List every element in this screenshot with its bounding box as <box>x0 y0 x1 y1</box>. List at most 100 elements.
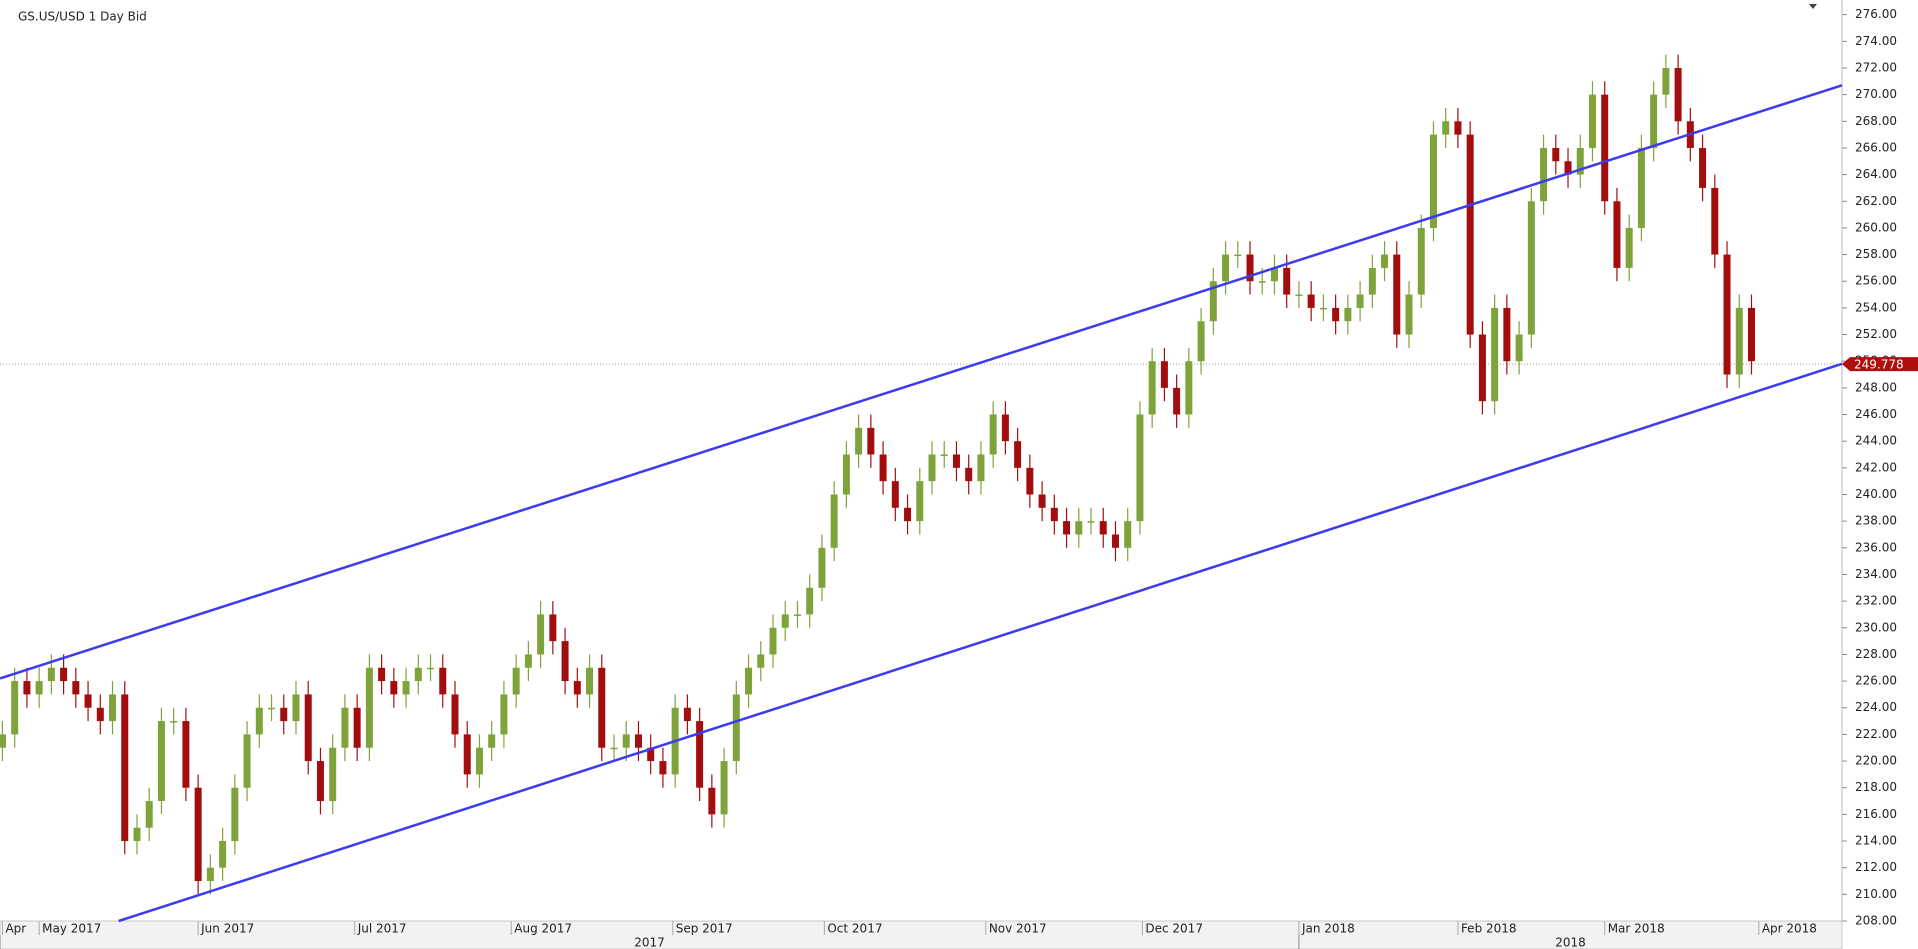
y-tick-label: 254.00 <box>1855 300 1897 314</box>
candle-body <box>708 787 716 815</box>
candle-body <box>488 734 496 748</box>
candle-body <box>818 547 826 588</box>
candle-body <box>182 721 190 788</box>
candle-body <box>1344 307 1352 322</box>
candle-body <box>341 707 349 748</box>
candle-body <box>1527 201 1535 335</box>
y-tick-label: 258.00 <box>1855 247 1897 261</box>
y-tick-label: 260.00 <box>1855 220 1897 234</box>
candle-body <box>304 694 312 762</box>
candle-body <box>1258 281 1266 283</box>
candle-body <box>1466 134 1474 335</box>
y-tick-label: 220.00 <box>1855 754 1897 768</box>
y-tick-label: 272.00 <box>1855 60 1897 74</box>
candle-body <box>1038 494 1046 508</box>
candle-body <box>977 454 985 482</box>
candle-body <box>1674 67 1682 122</box>
y-tick-label: 232.00 <box>1855 594 1897 608</box>
y-tick-label: 262.00 <box>1855 194 1897 208</box>
y-tick-label: 252.00 <box>1855 327 1897 341</box>
menu-arrow[interactable] <box>1809 4 1817 9</box>
candle-body <box>1014 441 1022 468</box>
candle-body <box>1136 414 1144 522</box>
candle-body <box>1564 161 1572 175</box>
candle-body <box>255 707 263 735</box>
trendline <box>118 362 1843 923</box>
candle-body <box>35 681 43 695</box>
candle-body <box>1087 521 1095 523</box>
candle-body <box>1381 254 1389 268</box>
candle-body <box>916 481 924 522</box>
candle-body <box>60 667 68 682</box>
candle-body <box>769 627 777 655</box>
y-tick-label: 268.00 <box>1855 114 1897 128</box>
candle-body <box>1050 507 1058 522</box>
candle-body <box>757 654 765 668</box>
y-tick-label: 276.00 <box>1855 7 1897 21</box>
y-tick-label: 248.00 <box>1855 380 1897 394</box>
candle-body <box>390 681 398 695</box>
candle-body <box>647 747 655 762</box>
candle-body <box>353 707 361 748</box>
x-tick-label: Apr <box>5 922 26 936</box>
y-tick-label: 240.00 <box>1855 487 1897 501</box>
y-tick-label: 264.00 <box>1855 167 1897 181</box>
candle-body <box>475 747 483 775</box>
x-tick-label: Sep 2017 <box>676 922 733 936</box>
candle-body <box>793 614 801 616</box>
candle-body <box>1148 361 1156 415</box>
candle-body <box>1699 147 1707 188</box>
y-tick-label: 256.00 <box>1855 274 1897 288</box>
candle-body <box>1209 281 1217 322</box>
candle-body <box>524 654 532 668</box>
x-tick-label: Jan 2018 <box>1301 922 1355 936</box>
candle-body <box>292 694 300 722</box>
candle-body <box>928 454 936 482</box>
candle-body <box>1515 334 1523 362</box>
candle-body <box>1735 307 1743 375</box>
candle-body <box>1319 307 1327 310</box>
x-tick-label: Oct 2017 <box>827 922 882 936</box>
candle-body <box>891 481 899 508</box>
candle-body <box>1099 521 1107 535</box>
candle-body <box>1417 227 1425 295</box>
candle-body <box>745 667 753 695</box>
y-tick-label: 230.00 <box>1855 620 1897 634</box>
candle-body <box>365 667 373 748</box>
y-tick-label: 234.00 <box>1855 567 1897 581</box>
candle-body <box>867 427 875 455</box>
candle-body <box>500 694 508 735</box>
candle-body <box>1393 254 1401 335</box>
candle-body <box>989 414 997 455</box>
candle-body <box>1588 94 1596 148</box>
x-tick-label: Jun 2017 <box>200 922 254 936</box>
y-tick-label: 208.00 <box>1855 914 1897 928</box>
candle-body <box>952 454 960 468</box>
candle-body <box>1001 414 1009 442</box>
candle-body <box>1197 321 1205 362</box>
x-tick-label: Nov 2017 <box>989 922 1047 936</box>
candle-body <box>96 707 104 722</box>
candle-body <box>1491 307 1499 402</box>
candle-body <box>842 454 850 495</box>
candle-body <box>1234 254 1242 257</box>
candle-body <box>427 667 435 670</box>
candle-body <box>11 681 19 735</box>
candle-body <box>1503 307 1511 362</box>
candle-body <box>243 734 251 788</box>
candle-body <box>573 681 581 695</box>
year-label: 2018 <box>1555 936 1586 949</box>
candle-body <box>622 734 630 748</box>
candle-body <box>732 694 740 762</box>
y-tick-label: 214.00 <box>1855 834 1897 848</box>
candle-body <box>1723 254 1731 375</box>
y-tick-label: 216.00 <box>1855 807 1897 821</box>
candle-body <box>806 587 814 615</box>
candle-body <box>1662 67 1670 95</box>
x-tick-label: Feb 2018 <box>1461 922 1517 936</box>
candle-body <box>1442 121 1450 135</box>
candle-body <box>121 694 129 842</box>
candle-body <box>329 747 337 802</box>
